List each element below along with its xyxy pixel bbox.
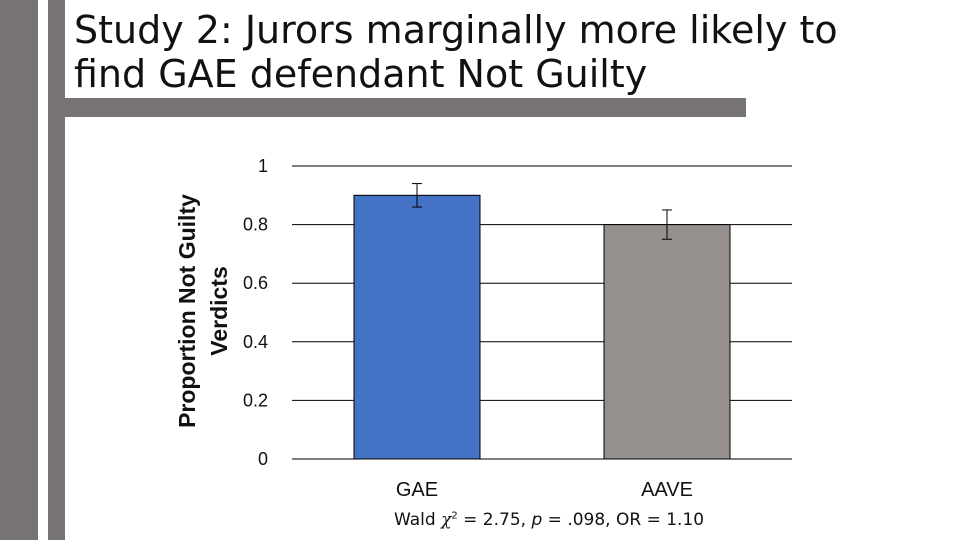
y-axis-label: Proportion Not Guilty Verdicts bbox=[174, 194, 232, 428]
decorative-side-bar bbox=[0, 0, 38, 540]
decorative-side-bar-inner bbox=[48, 0, 65, 540]
bars bbox=[353, 194, 731, 460]
y-axis-label-line1: Proportion Not Guilty bbox=[174, 194, 200, 428]
bar-gae bbox=[353, 194, 481, 460]
bar-aave bbox=[603, 224, 731, 460]
slide-title-line2: find GAE defendant Not Guilty bbox=[74, 52, 648, 96]
x-category-label: AAVE bbox=[641, 479, 693, 501]
error-bars bbox=[412, 183, 672, 240]
p-symbol: p bbox=[531, 510, 543, 530]
x-category-labels: GAE AAVE bbox=[396, 479, 693, 501]
slide-title: Study 2: Jurors marginally more likely t… bbox=[74, 8, 944, 96]
chi-exponent: 2 bbox=[451, 510, 458, 522]
chi-symbol: χ bbox=[441, 510, 452, 530]
y-axis-label-line2: Verdicts bbox=[206, 266, 232, 356]
stat-equals: = 2.75, bbox=[457, 510, 532, 530]
y-tick-label: 1 bbox=[258, 156, 268, 176]
y-tick-label: 0.4 bbox=[243, 332, 268, 352]
x-category-label: GAE bbox=[396, 479, 438, 501]
y-tick-label: 0 bbox=[258, 449, 268, 469]
y-tick-labels: 0 0.2 0.4 0.6 0.8 1 bbox=[243, 156, 268, 469]
y-tick-label: 0.6 bbox=[243, 273, 268, 293]
title-underline-bar bbox=[65, 98, 746, 117]
statistics-annotation: Wald χ2 = 2.75, p = .098, OR = 1.10 bbox=[394, 510, 704, 530]
stat-rest: = .098, OR = 1.10 bbox=[542, 510, 705, 530]
y-tick-label: 0.2 bbox=[243, 390, 268, 410]
y-tick-label: 0.8 bbox=[243, 215, 268, 235]
stat-prefix: Wald bbox=[394, 510, 442, 530]
slide-title-line1: Study 2: Jurors marginally more likely t… bbox=[74, 8, 838, 52]
